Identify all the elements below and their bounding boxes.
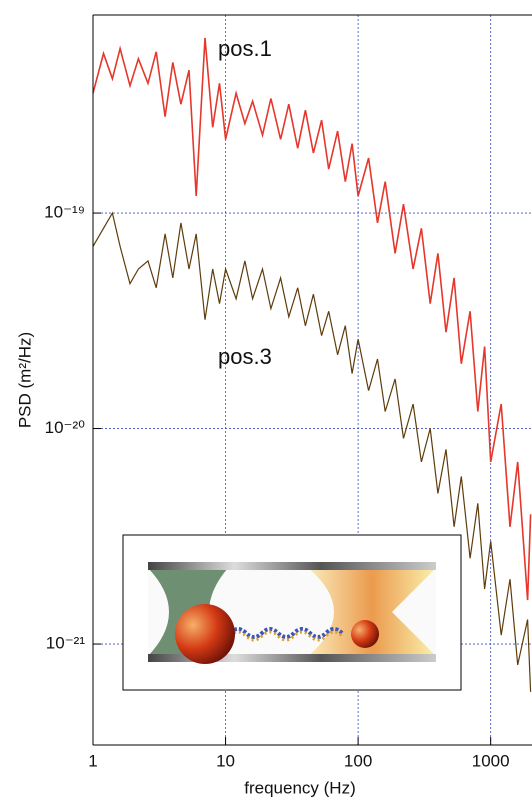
y-tick-label: 10⁻²¹	[46, 634, 86, 653]
inset	[122, 534, 462, 691]
x-tick-label: 10	[216, 751, 235, 770]
x-tick-label: 100	[344, 751, 372, 770]
annotation: pos.1	[218, 36, 272, 61]
dna-strand	[228, 627, 344, 639]
y-axis-label: PSD (m²/Hz)	[15, 332, 34, 428]
y-tick-label: 10⁻¹⁹	[44, 203, 85, 222]
annotation: pos.3	[218, 344, 272, 369]
series-line	[92, 211, 532, 692]
x-tick-label: 1	[88, 751, 97, 770]
x-tick-label: 1000	[472, 751, 510, 770]
bead	[175, 604, 235, 664]
rail	[148, 654, 436, 662]
rail	[148, 562, 436, 570]
series-line	[92, 37, 532, 601]
y-tick-label: 10⁻²⁰	[45, 418, 86, 437]
bead	[351, 620, 379, 648]
x-axis-label: frequency (Hz)	[244, 778, 355, 797]
